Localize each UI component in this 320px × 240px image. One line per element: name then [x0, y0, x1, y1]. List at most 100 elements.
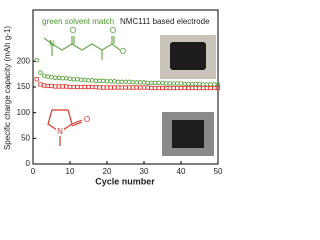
point — [175, 85, 180, 91]
point — [204, 82, 210, 87]
atom: O — [84, 115, 90, 124]
point — [53, 75, 58, 80]
point — [116, 85, 121, 90]
atom: N — [57, 127, 63, 136]
x-tick-label: 20 — [103, 167, 112, 176]
point — [112, 85, 117, 90]
point — [197, 81, 202, 87]
point — [171, 81, 176, 86]
point — [115, 79, 121, 85]
point — [38, 70, 43, 75]
point — [97, 85, 102, 90]
point — [101, 85, 106, 90]
point — [49, 75, 54, 80]
point — [126, 79, 132, 85]
point — [149, 85, 154, 91]
atom: O — [120, 47, 126, 56]
point — [152, 85, 158, 91]
point — [200, 82, 206, 87]
point — [45, 83, 50, 89]
point — [208, 85, 213, 91]
point — [89, 78, 95, 83]
point — [178, 81, 184, 86]
point — [86, 78, 91, 83]
point — [160, 80, 165, 86]
x-tick-label: 50 — [214, 167, 223, 176]
point — [108, 85, 113, 90]
point — [112, 79, 117, 84]
photo-electrode-2 — [162, 112, 214, 156]
point — [34, 77, 39, 82]
atom: N — [49, 39, 55, 48]
point — [152, 80, 158, 86]
point — [141, 85, 147, 90]
point — [182, 85, 187, 91]
point — [119, 85, 124, 90]
point — [130, 85, 135, 90]
atom-bg — [56, 127, 64, 136]
point — [104, 85, 110, 90]
point — [93, 78, 99, 84]
point — [49, 83, 54, 89]
point — [71, 84, 76, 90]
point — [145, 80, 150, 86]
point — [93, 84, 98, 90]
point — [149, 80, 154, 86]
point — [156, 85, 161, 91]
point — [186, 85, 191, 91]
photo-electrode-1 — [160, 35, 216, 79]
point — [67, 84, 73, 90]
annotation: NMC111 based electrode — [120, 17, 210, 26]
point — [64, 84, 69, 89]
structure-red — [47, 109, 83, 146]
point — [156, 80, 161, 86]
point — [138, 80, 143, 85]
point — [164, 85, 169, 91]
point — [208, 82, 213, 87]
point — [134, 85, 139, 90]
point — [45, 74, 50, 79]
y-tick-label: 150 — [17, 82, 31, 91]
annotation: green solvent match — [42, 17, 114, 26]
point — [56, 75, 62, 80]
point — [201, 85, 206, 91]
point — [134, 80, 139, 85]
point — [141, 80, 147, 85]
point — [189, 85, 195, 91]
point — [163, 81, 169, 86]
point — [60, 76, 65, 81]
point — [178, 85, 184, 91]
point — [145, 85, 150, 90]
point — [197, 85, 202, 91]
chart: Specific charge capacity (mAh g-1) Cycle… — [3, 9, 223, 186]
point — [182, 81, 187, 87]
point — [204, 85, 209, 91]
y-tick-label: 200 — [17, 56, 31, 65]
point — [130, 80, 136, 85]
point — [127, 85, 132, 90]
atom: O — [110, 26, 116, 35]
y-tick-label: 50 — [21, 133, 30, 142]
point — [79, 84, 84, 90]
point — [123, 85, 128, 90]
point — [186, 81, 191, 87]
point — [78, 77, 84, 83]
point — [167, 81, 173, 86]
atom: O — [70, 26, 76, 35]
y-tick-label: 100 — [17, 108, 31, 117]
point — [215, 85, 221, 91]
point — [212, 82, 217, 87]
point — [138, 85, 143, 90]
point — [97, 78, 102, 84]
structure-green — [43, 36, 121, 60]
point — [75, 84, 80, 90]
point — [189, 81, 195, 87]
point — [42, 83, 47, 88]
point — [53, 84, 58, 89]
point — [56, 84, 62, 89]
y-tick-label: 0 — [26, 159, 31, 168]
x-tick-label: 40 — [177, 167, 186, 176]
point — [67, 76, 73, 81]
point — [38, 82, 43, 87]
point — [175, 81, 180, 86]
